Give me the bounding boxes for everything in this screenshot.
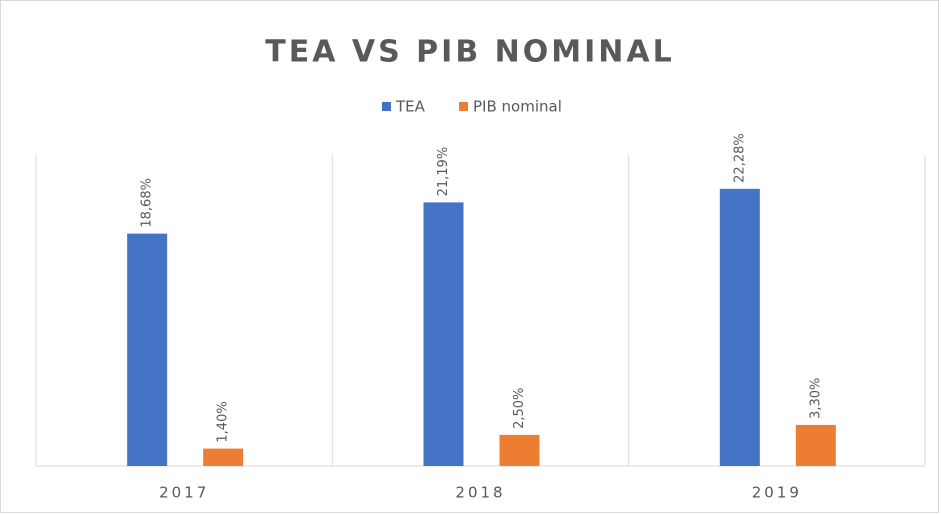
bar: [499, 434, 540, 466]
bar: [719, 188, 760, 467]
x-tick-label: 2018: [455, 484, 505, 502]
bar: [795, 424, 836, 466]
data-label: 2,50%: [512, 388, 527, 429]
legend-label: PIB nominal: [473, 98, 562, 116]
legend-swatch: [459, 102, 468, 111]
data-label: 21,19%: [436, 147, 451, 197]
bar: [203, 448, 244, 466]
data-label: 3,30%: [808, 378, 823, 419]
data-label: 22,28%: [732, 133, 747, 183]
legend-label: TEA: [395, 98, 426, 116]
data-label: 1,40%: [216, 401, 231, 442]
bar: [423, 202, 464, 466]
legend-swatch: [382, 102, 391, 111]
data-label: 18,68%: [140, 178, 155, 228]
bar: [127, 233, 168, 466]
chart-title: TEA VS PIB NOMINAL: [265, 35, 674, 70]
x-tick-label: 2017: [159, 484, 209, 502]
x-tick-label: 2019: [752, 484, 802, 502]
